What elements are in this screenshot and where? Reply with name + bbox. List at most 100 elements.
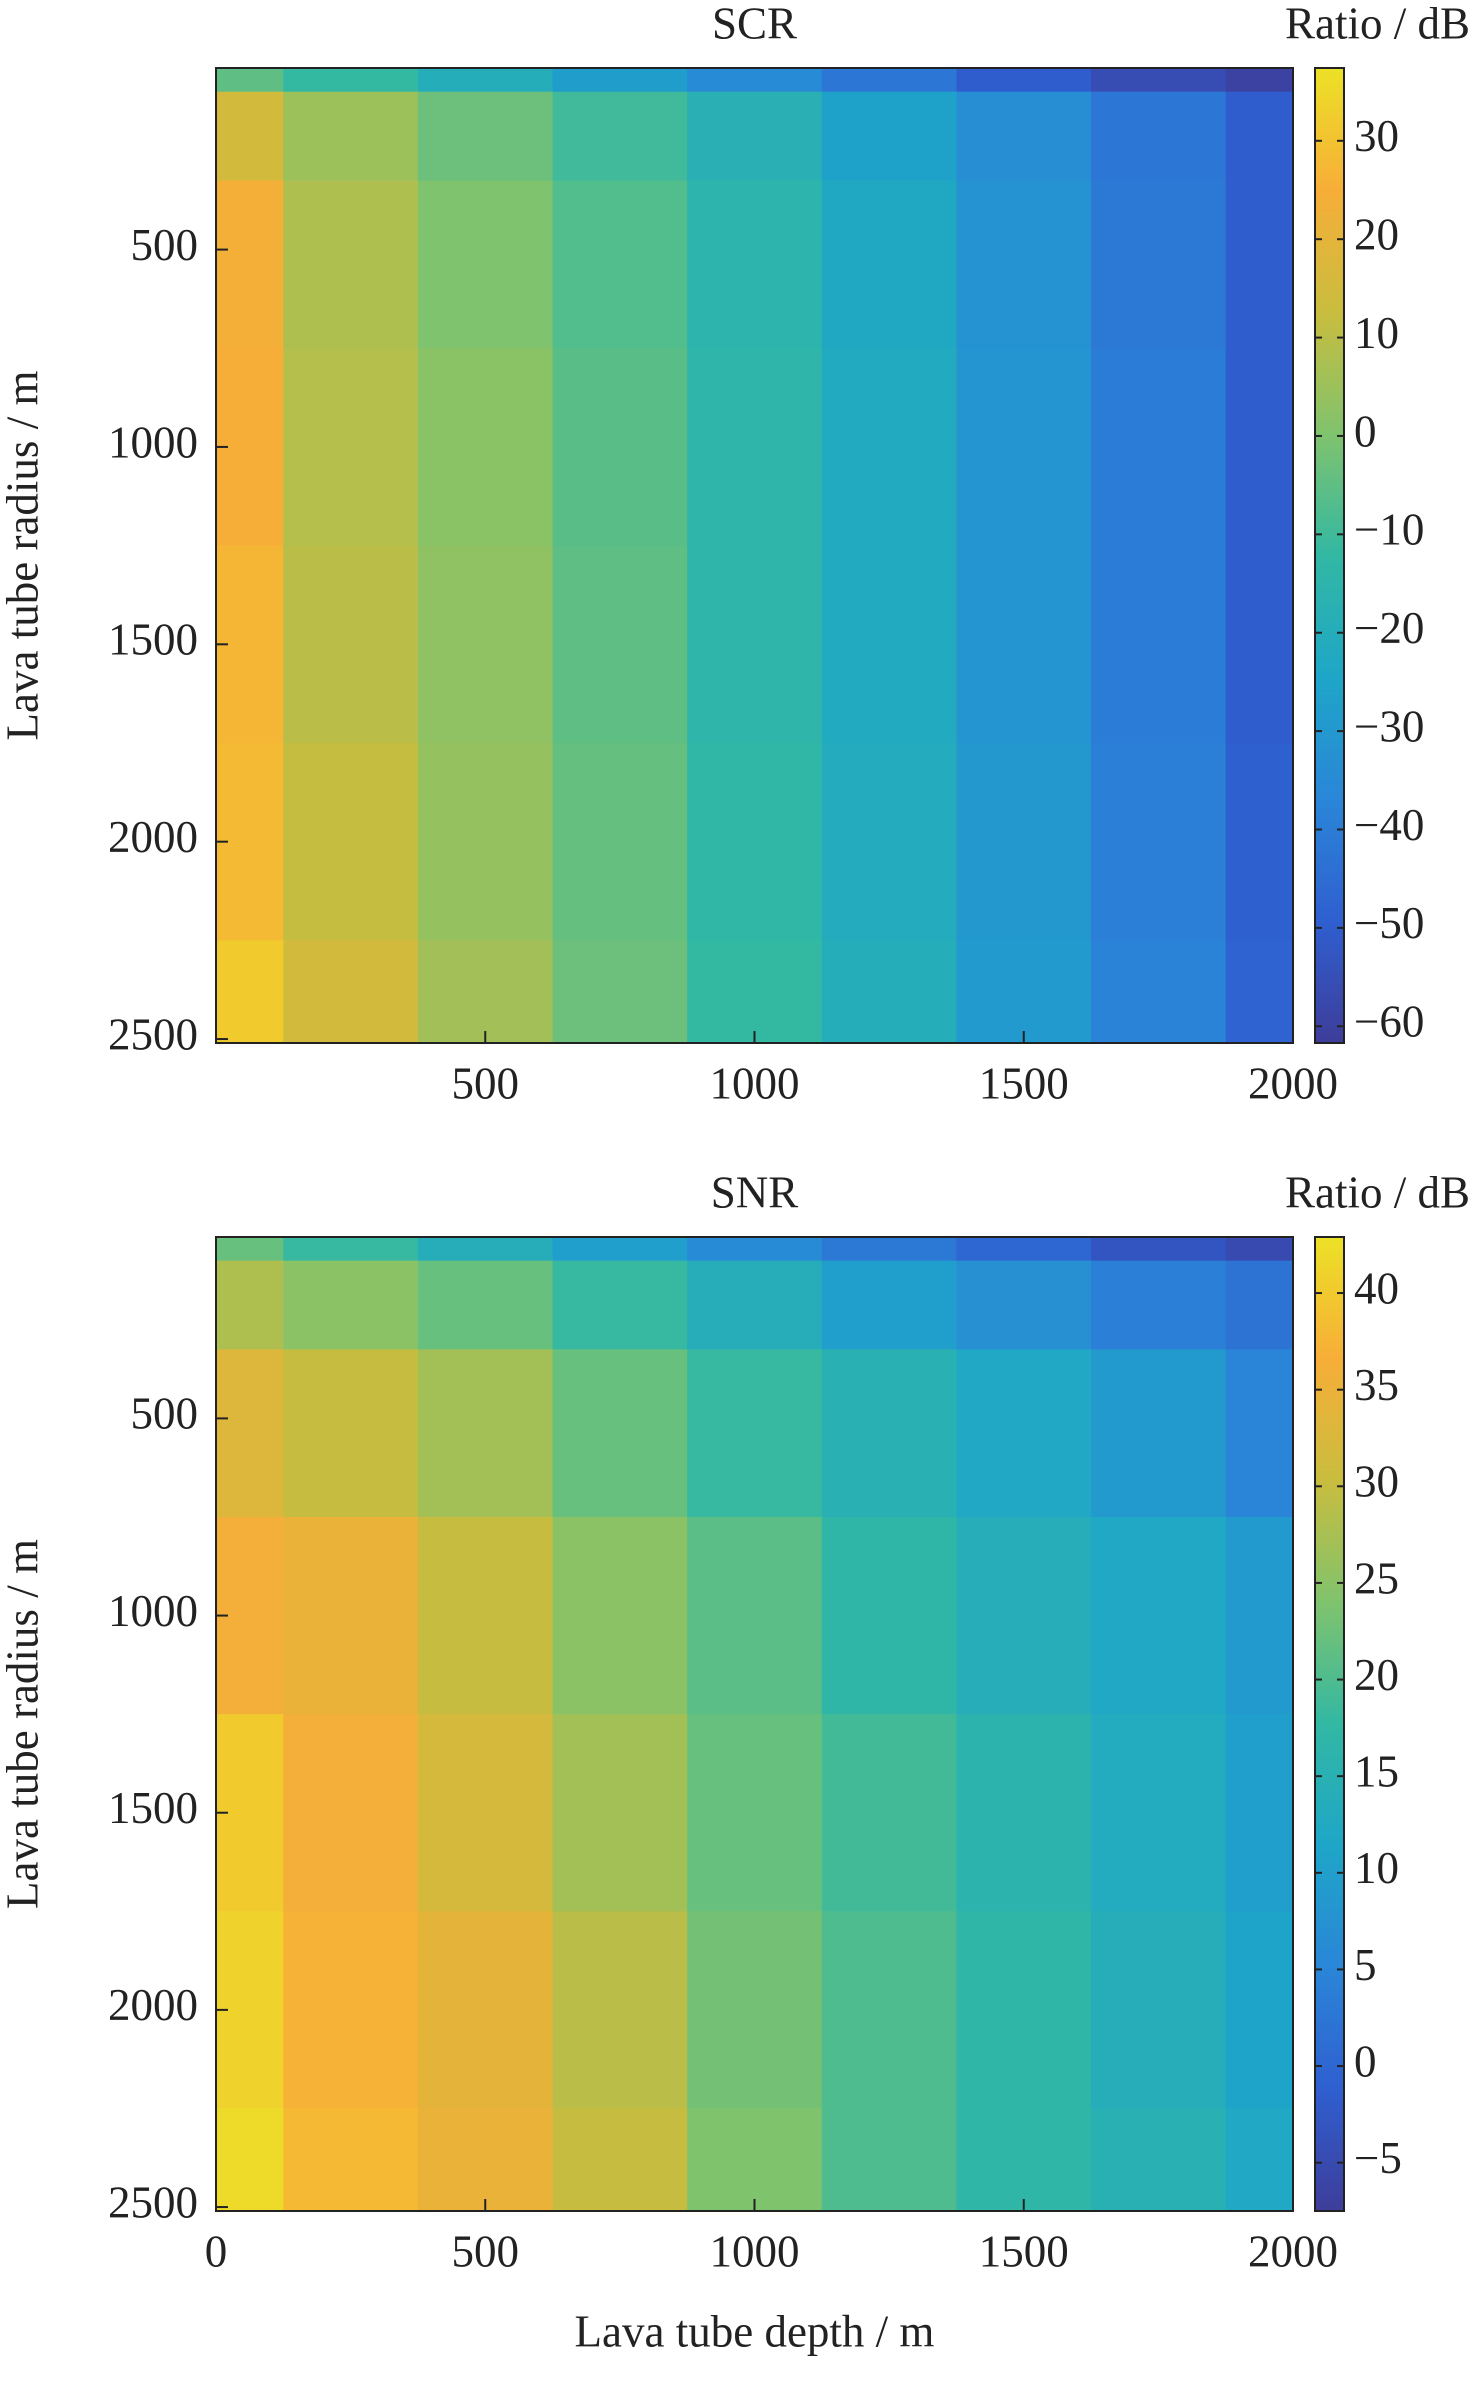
heatmap-cell bbox=[216, 2108, 284, 2212]
heatmap-cell bbox=[821, 91, 957, 181]
heatmap-cell bbox=[552, 1349, 688, 1518]
heatmap-cell bbox=[417, 1237, 554, 1262]
colorbar-tick-label: 20 bbox=[1354, 1650, 1399, 1700]
heatmap-cell bbox=[216, 68, 284, 93]
heatmap-cell bbox=[821, 180, 957, 349]
heatmap-cell bbox=[552, 1237, 688, 1262]
heatmap-cell bbox=[956, 91, 1092, 181]
y-tick-label: 2000 bbox=[108, 1980, 198, 2030]
heatmap-cell bbox=[687, 1260, 823, 1350]
y-tick-label: 1500 bbox=[108, 1783, 198, 1833]
heatmap-cell bbox=[283, 2108, 419, 2212]
y-tick-label: 1500 bbox=[108, 615, 198, 665]
heatmap-cell bbox=[552, 68, 688, 93]
heatmap-cell bbox=[1091, 348, 1227, 547]
heatmap-cell bbox=[417, 1911, 554, 2109]
heatmap-cell bbox=[552, 348, 688, 547]
heatmap-cell bbox=[1225, 1260, 1294, 1350]
colorbar-label: Ratio / dB bbox=[1285, 1167, 1470, 1217]
heatmap-cell bbox=[1225, 348, 1294, 547]
heatmap-cell bbox=[1225, 743, 1294, 941]
y-tick-label: 1000 bbox=[108, 1586, 198, 1636]
heatmap-cell bbox=[687, 940, 823, 1044]
heatmap-cell bbox=[687, 1237, 823, 1262]
heatmap-cell bbox=[821, 348, 957, 547]
colorbar-tick-label: −60 bbox=[1354, 997, 1424, 1047]
heatmap-cell bbox=[417, 1516, 554, 1715]
heatmap-cell bbox=[283, 180, 419, 349]
heatmap-cell bbox=[821, 1911, 957, 2109]
heatmap-cell bbox=[417, 348, 554, 547]
heatmap-cell bbox=[687, 1911, 823, 2109]
colorbar-tick-label: −30 bbox=[1354, 701, 1424, 751]
heatmap-cell bbox=[956, 743, 1092, 941]
x-tick-label: 2000 bbox=[1248, 2226, 1338, 2276]
heatmap-cell bbox=[956, 180, 1092, 349]
heatmap-cell bbox=[1225, 1714, 1294, 1912]
heatmap-cell bbox=[283, 1349, 419, 1518]
heatmap-cell bbox=[216, 1237, 284, 1262]
heatmap-cell bbox=[552, 545, 688, 744]
heatmap-cell bbox=[552, 743, 688, 941]
heatmap-cell bbox=[1225, 91, 1294, 181]
heatmap-cell bbox=[821, 2108, 957, 2212]
colorbar bbox=[1314, 1236, 1345, 2212]
heatmap-cell bbox=[1091, 180, 1227, 349]
heatmap-cell bbox=[417, 68, 554, 93]
colorbar-tick-label: 10 bbox=[1354, 1843, 1399, 1893]
colorbar bbox=[1314, 67, 1345, 1044]
heatmap-cell bbox=[1091, 1260, 1227, 1350]
y-axis-label: Lava tube radius / m bbox=[0, 371, 47, 741]
y-tick-label: 2500 bbox=[108, 1009, 198, 1059]
x-tick-label: 1000 bbox=[710, 2226, 800, 2276]
heatmap-cell bbox=[687, 91, 823, 181]
heatmap-cell bbox=[956, 68, 1092, 93]
heatmap-cell bbox=[283, 545, 419, 744]
heatmap-cell bbox=[417, 91, 554, 181]
x-tick-label: 2000 bbox=[1248, 1058, 1338, 1108]
heatmap-cell bbox=[417, 1714, 554, 1912]
heatmap-cell bbox=[1091, 940, 1227, 1044]
x-axis-label: Lava tube depth / m bbox=[575, 2306, 935, 2356]
heatmap-cell bbox=[687, 1714, 823, 1912]
heatmap-cell bbox=[216, 180, 284, 349]
heatmap-cell bbox=[1225, 1349, 1294, 1518]
chart-title: SNR bbox=[711, 1167, 799, 1217]
heatmap-cell bbox=[283, 91, 419, 181]
heatmap-cell bbox=[956, 545, 1092, 744]
heatmap-cell bbox=[283, 1237, 419, 1262]
heatmap-cell bbox=[1091, 545, 1227, 744]
heatmap-cell bbox=[821, 1237, 957, 1262]
y-tick-label: 1000 bbox=[108, 417, 198, 467]
heatmap-cell bbox=[417, 1260, 554, 1350]
colorbar-tick-label: 40 bbox=[1354, 1263, 1399, 1313]
colorbar-tick-label: 15 bbox=[1354, 1747, 1399, 1797]
heatmap-cell bbox=[283, 1714, 419, 1912]
heatmap-cell bbox=[1225, 180, 1294, 349]
colorbar-label: Ratio / dB bbox=[1285, 0, 1470, 48]
colorbar-tick-label: −50 bbox=[1354, 898, 1424, 948]
heatmap-cell bbox=[1091, 1516, 1227, 1715]
y-tick-label: 500 bbox=[131, 1389, 199, 1439]
heatmap-cell bbox=[687, 1349, 823, 1518]
heatmap-cell bbox=[552, 1516, 688, 1715]
heatmap-cell bbox=[216, 91, 284, 181]
heatmap-cell bbox=[687, 180, 823, 349]
x-tick-label: 1000 bbox=[710, 1058, 800, 1108]
heatmap-cell bbox=[216, 1349, 284, 1518]
heatmap-cell bbox=[1091, 68, 1227, 93]
x-tick-label: 500 bbox=[452, 2226, 520, 2276]
heatmap-cell bbox=[1225, 940, 1294, 1044]
y-tick-label: 500 bbox=[131, 220, 199, 270]
colorbar-tick-label: 0 bbox=[1354, 2036, 1377, 2086]
heatmap-cell bbox=[687, 68, 823, 93]
heatmap-cell bbox=[283, 1260, 419, 1350]
heatmap-cell bbox=[1091, 743, 1227, 941]
colorbar-tick-label: 20 bbox=[1354, 210, 1399, 260]
heatmap-cell bbox=[417, 743, 554, 941]
heatmap-cell bbox=[552, 1714, 688, 1912]
heatmap-cell bbox=[552, 180, 688, 349]
colorbar-tick-label: 30 bbox=[1354, 111, 1399, 161]
heatmap-cell bbox=[552, 91, 688, 181]
